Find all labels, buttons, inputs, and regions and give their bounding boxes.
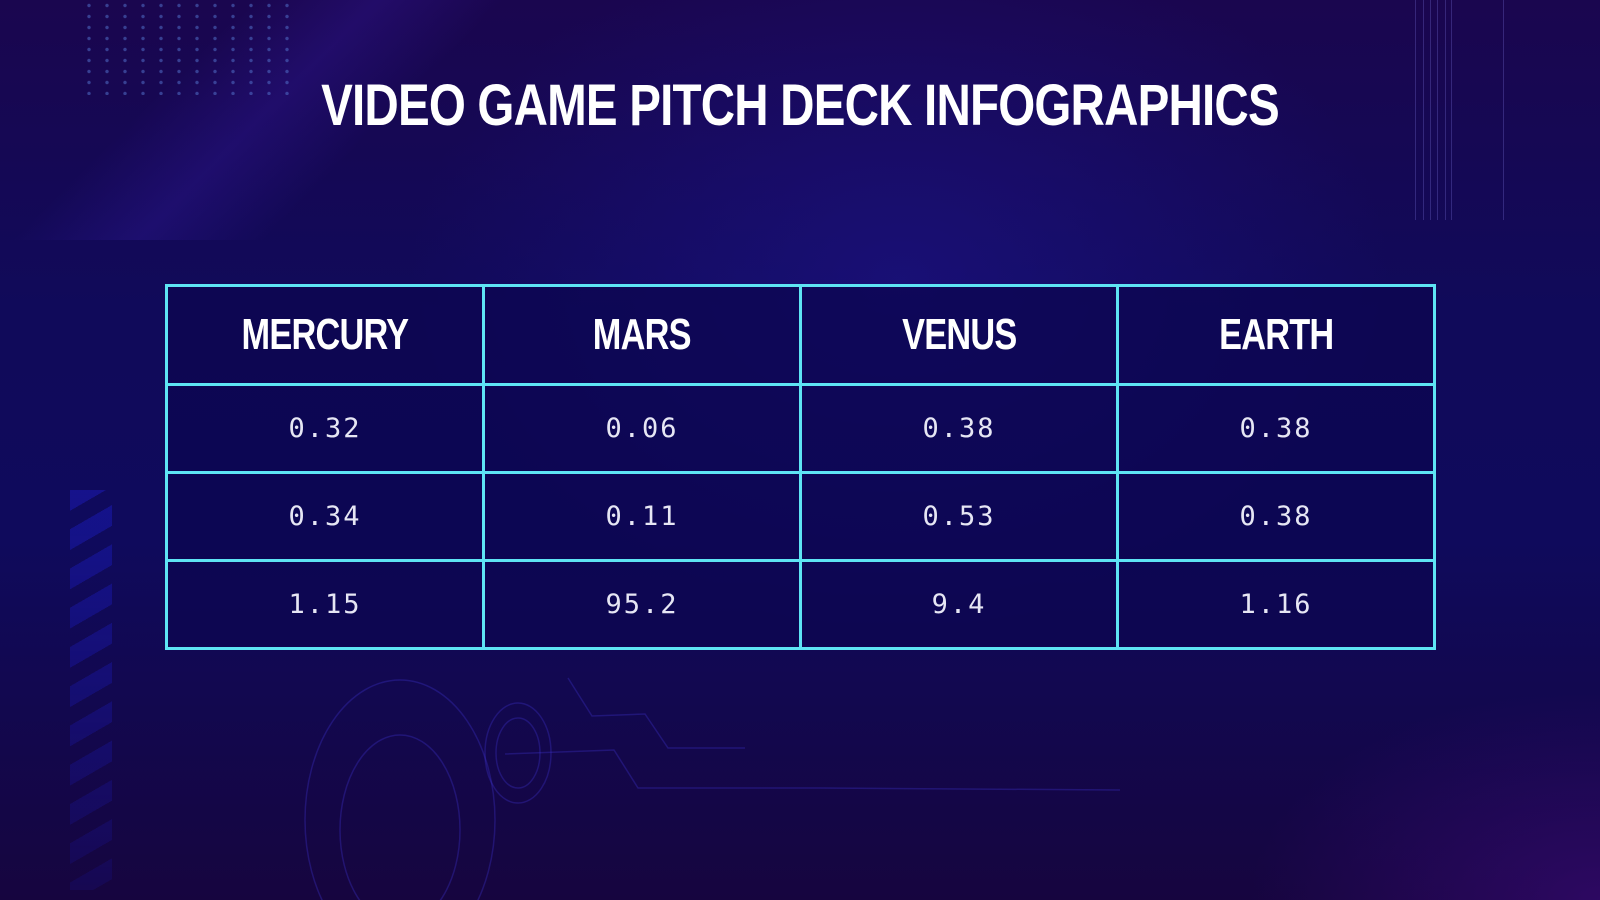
table-cell: 0.38 [1116,383,1436,474]
decorative-circuit-graphic [304,677,1120,900]
slide-title: VIDEO GAME PITCH DECK INFOGRAPHICS [321,73,1280,138]
table-cell: 0.38 [799,383,1119,474]
table-cell: 1.16 [1116,559,1436,650]
table-cell: 0.32 [165,383,485,474]
column-header-venus: VENUS [799,284,1119,386]
table-cell: 0.11 [482,471,802,562]
table-cell: 0.38 [1116,471,1436,562]
table-cell: 0.53 [799,471,1119,562]
table-cell: 0.06 [482,383,802,474]
table-row: 0.32 0.06 0.38 0.38 [165,383,1436,474]
table-row: 1.15 95.2 9.4 1.16 [165,559,1436,650]
table-cell: 0.34 [165,471,485,562]
table-cell: 9.4 [799,559,1119,650]
table-cell: 95.2 [482,559,802,650]
table-row: 0.34 0.11 0.53 0.38 [165,471,1436,562]
column-header-mars: MARS [482,284,802,386]
decorative-diagonal-stripes [70,490,112,890]
column-header-mercury: MERCURY [165,284,485,386]
table-cell: 1.15 [165,559,485,650]
table-header-row: MERCURY MARS VENUS EARTH [165,284,1436,386]
planet-data-table: MERCURY MARS VENUS EARTH 0.32 0.06 0.38 … [165,284,1436,650]
column-header-earth: EARTH [1116,284,1436,386]
